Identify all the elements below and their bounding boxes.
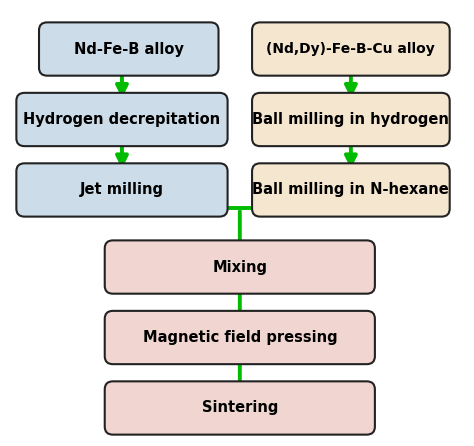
- FancyBboxPatch shape: [252, 163, 450, 217]
- Text: Sintering: Sintering: [201, 401, 278, 416]
- Text: Magnetic field pressing: Magnetic field pressing: [143, 330, 337, 345]
- FancyBboxPatch shape: [105, 381, 375, 435]
- Text: Hydrogen decrepitation: Hydrogen decrepitation: [23, 112, 220, 127]
- FancyBboxPatch shape: [252, 93, 450, 146]
- Text: Mixing: Mixing: [212, 260, 267, 275]
- FancyBboxPatch shape: [39, 22, 219, 76]
- FancyBboxPatch shape: [16, 163, 228, 217]
- FancyBboxPatch shape: [252, 22, 450, 76]
- Text: Ball milling in N-hexane: Ball milling in N-hexane: [253, 182, 449, 198]
- FancyBboxPatch shape: [105, 311, 375, 364]
- Text: Ball milling in hydrogen: Ball milling in hydrogen: [253, 112, 449, 127]
- Text: Jet milling: Jet milling: [80, 182, 164, 198]
- Text: Nd-Fe-B alloy: Nd-Fe-B alloy: [74, 41, 184, 57]
- FancyBboxPatch shape: [105, 240, 375, 294]
- Text: (Nd,Dy)-Fe-B-Cu alloy: (Nd,Dy)-Fe-B-Cu alloy: [266, 42, 435, 56]
- FancyBboxPatch shape: [16, 93, 228, 146]
